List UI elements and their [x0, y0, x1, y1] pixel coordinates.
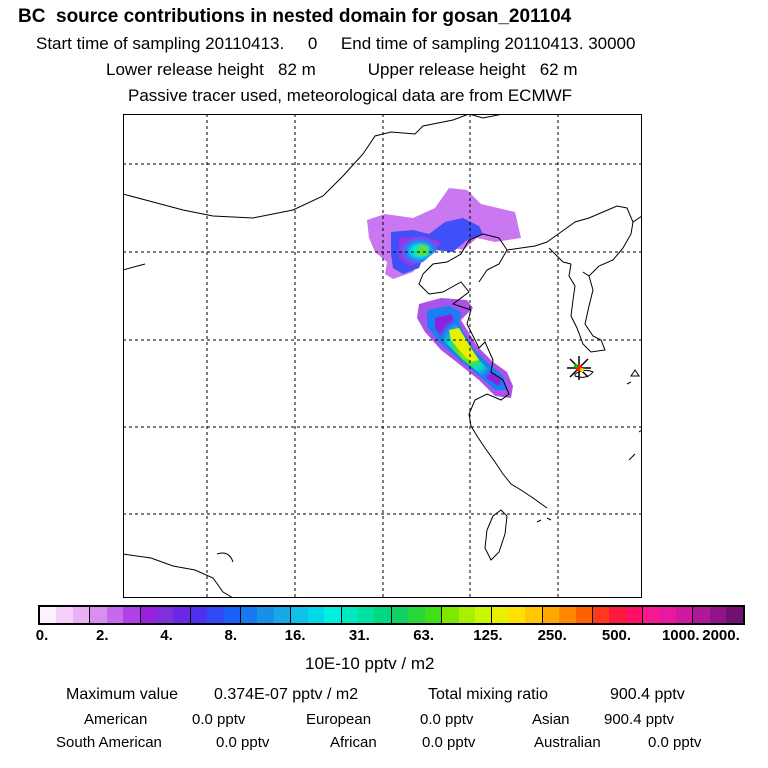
colorbar-cell [491, 607, 509, 623]
release-height-line: Lower release height 82 m Upper release … [106, 60, 578, 79]
colorbar-tick-label: 2000. [702, 627, 740, 644]
colorbar-cell [659, 607, 677, 623]
source-name-african: African [330, 734, 377, 751]
source-name-american: American [84, 711, 148, 728]
colorbar-tick-label: 16. [284, 627, 306, 644]
source-value-asian: 900.4 pptv [604, 711, 675, 728]
colorbar-tick-label: 8. [224, 627, 238, 644]
source-name-south-american: South American [56, 734, 162, 751]
colorbar-cell [625, 607, 643, 623]
maximum-value: 0.374E-07 pptv / m2 [214, 686, 359, 703]
colorbar-cell [340, 607, 359, 623]
colorbar-cell [307, 607, 325, 623]
colorbar-tick-label: 63. [413, 627, 435, 644]
colorbar-cell [123, 607, 140, 623]
sampling-time-line: Start time of sampling 20110413. 0 End t… [36, 34, 636, 53]
source-name-australian: Australian [534, 734, 601, 751]
colorbar-tick-label: 1000. [661, 627, 700, 644]
colorbar-cell [575, 607, 592, 623]
colorbar [38, 605, 745, 625]
colorbar-tick-label: 2. [96, 627, 109, 644]
colorbar-cell [591, 607, 610, 623]
star-marker-icon [567, 356, 591, 380]
tracer-info-line: Passive tracer used, meteorological data… [128, 86, 573, 105]
source-value-american: 0.0 pptv [192, 711, 246, 728]
source-value-european: 0.0 pptv [420, 711, 474, 728]
colorbar-cell [72, 607, 90, 623]
colorbar-tick-label: 0. [35, 627, 49, 644]
source-value-african: 0.0 pptv [422, 734, 476, 751]
colorbar-tick-label: 500. [601, 627, 632, 644]
colorbar-tick-label: 125. [473, 627, 503, 644]
colorbar-cell [358, 607, 375, 623]
total-mixing-ratio-label: Total mixing ratio [428, 686, 549, 703]
plume-south [417, 298, 513, 398]
map-canvas [122, 113, 643, 599]
colorbar-cell [290, 607, 308, 623]
colorbar-cell [173, 607, 190, 623]
colorbar-cell [441, 607, 459, 623]
colorbar-tick-label: 4. [160, 627, 173, 644]
colorbar-cell [676, 607, 693, 623]
colorbar-cell [408, 607, 425, 623]
source-value-australian: 0.0 pptv [648, 734, 702, 751]
colorbar-cell [508, 607, 526, 623]
source-name-european: European [306, 711, 372, 728]
colorbar-cell [189, 607, 208, 623]
graticule [123, 114, 642, 598]
plume-north [367, 188, 521, 279]
colorbar-cell [374, 607, 391, 623]
chart-title: BC source contributions in nested domain… [18, 6, 572, 27]
colorbar-cell [726, 607, 743, 623]
maximum-value-label: Maximum value [66, 686, 179, 703]
colorbar-cell [458, 607, 475, 623]
colorbar-tick-label: 31. [348, 627, 370, 644]
source-value-south-american: 0.0 pptv [216, 734, 270, 751]
colorbar-cell [56, 607, 73, 623]
map-panel [122, 113, 643, 599]
map-frame [123, 114, 642, 598]
colorbar-cell [525, 607, 542, 623]
source-name-asian: Asian [532, 711, 570, 728]
colorbar-cell [139, 607, 157, 623]
colorbar-tick-label: 250. [537, 627, 567, 644]
colorbar-cell [559, 607, 576, 623]
colorbar-cell [324, 607, 341, 623]
colorbar-cell [156, 607, 174, 623]
colorbar-cell [474, 607, 492, 623]
colorbar-cell [240, 607, 258, 623]
colorbar-cell [207, 607, 224, 623]
colorbar-cells [38, 605, 745, 625]
colorbar-cell [390, 607, 409, 623]
colorbar-cell [273, 607, 291, 623]
colorbar-cell [106, 607, 124, 623]
colorbar-cell [424, 607, 442, 623]
colorbar-cell [609, 607, 626, 623]
colorbar-cell [223, 607, 241, 623]
total-mixing-ratio-value: 900.4 pptv [610, 686, 685, 703]
colorbar-units: 10E-10 pptv / m2 [305, 654, 435, 673]
colorbar-cell [642, 607, 660, 623]
colorbar-cell [541, 607, 560, 623]
colorbar-cell [40, 607, 57, 623]
colorbar-cell [709, 607, 727, 623]
colorbar-cell [692, 607, 710, 623]
colorbar-cell [89, 607, 107, 623]
colorbar-cell [257, 607, 274, 623]
